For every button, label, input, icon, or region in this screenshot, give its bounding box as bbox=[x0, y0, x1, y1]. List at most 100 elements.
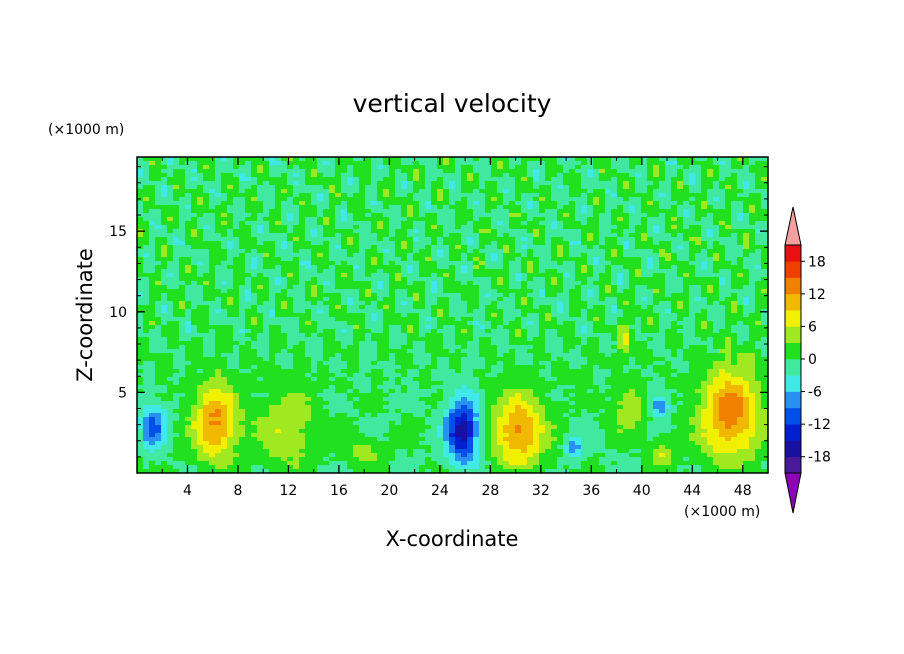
contour-cell bbox=[563, 177, 570, 182]
contour-cell bbox=[149, 305, 156, 310]
contour-cell bbox=[455, 173, 462, 178]
contour-cell bbox=[269, 245, 276, 250]
contour-cell bbox=[383, 293, 390, 298]
contour-cell bbox=[257, 329, 264, 334]
contour-cell bbox=[359, 249, 366, 254]
contour-cell bbox=[431, 197, 438, 202]
contour-cell bbox=[335, 241, 342, 246]
contour-cell bbox=[719, 337, 726, 342]
contour-cell bbox=[155, 209, 162, 214]
contour-cell bbox=[491, 277, 498, 282]
contour-cell bbox=[659, 333, 666, 338]
contour-cell bbox=[275, 209, 282, 214]
contour-cell bbox=[449, 325, 456, 330]
contour-cell bbox=[497, 325, 504, 330]
contour-cell bbox=[725, 237, 732, 242]
contour-cell bbox=[251, 281, 258, 286]
contour-cell bbox=[713, 237, 720, 242]
contour-cell bbox=[683, 309, 690, 314]
contour-cell bbox=[335, 205, 342, 210]
contour-cell bbox=[533, 301, 540, 306]
contour-cell bbox=[719, 249, 726, 254]
contour-cell bbox=[491, 305, 498, 310]
contour-cell bbox=[659, 313, 666, 318]
contour-cell bbox=[365, 265, 372, 270]
contour-cell bbox=[455, 169, 462, 174]
contour-cell bbox=[299, 309, 306, 314]
contour-cell bbox=[401, 189, 408, 194]
contour-cell bbox=[221, 173, 228, 178]
contour-cell bbox=[515, 281, 522, 286]
contour-cell bbox=[359, 265, 366, 270]
contour-cell bbox=[491, 197, 498, 202]
contour-cell bbox=[743, 225, 750, 230]
contour-cell bbox=[557, 225, 564, 230]
contour-cell bbox=[311, 253, 318, 258]
contour-cell bbox=[641, 321, 648, 326]
contour-cell bbox=[653, 329, 660, 334]
contour-cell bbox=[575, 233, 582, 238]
contour-cell bbox=[677, 241, 684, 246]
contour-cell bbox=[545, 281, 552, 286]
contour-cell bbox=[635, 277, 642, 282]
contour-cell bbox=[221, 297, 228, 302]
contour-cell bbox=[275, 301, 282, 306]
contour-cell bbox=[239, 209, 246, 214]
contour-cell bbox=[311, 229, 318, 234]
contour-cell bbox=[359, 201, 366, 206]
contour-cell bbox=[533, 337, 540, 342]
contour-cell bbox=[647, 269, 654, 274]
contour-cell bbox=[155, 185, 162, 190]
contour-cell bbox=[761, 177, 768, 182]
contour-cell bbox=[395, 325, 402, 330]
contour-cell bbox=[689, 329, 696, 334]
contour-cell bbox=[203, 173, 210, 178]
contour-cell bbox=[611, 329, 618, 334]
contour-cell bbox=[269, 341, 276, 346]
contour-cell bbox=[677, 297, 684, 302]
contour-cell bbox=[695, 221, 702, 226]
contour-cell bbox=[239, 185, 246, 190]
contour-cell bbox=[479, 225, 486, 230]
contour-cell bbox=[611, 169, 618, 174]
contour-cell bbox=[221, 177, 228, 182]
contour-cell bbox=[701, 181, 708, 186]
contour-cell bbox=[737, 277, 744, 282]
contour-cell bbox=[683, 193, 690, 198]
contour-cell bbox=[161, 209, 168, 214]
contour-cell bbox=[671, 281, 678, 286]
contour-cell bbox=[233, 173, 240, 178]
contour-cell bbox=[491, 249, 498, 254]
contour-cell bbox=[437, 309, 444, 314]
y-axis-unit: (×1000 m) bbox=[48, 122, 124, 138]
contour-cell bbox=[371, 241, 378, 246]
contour-cell bbox=[701, 225, 708, 230]
contour-cell bbox=[479, 257, 486, 262]
contour-cell bbox=[359, 221, 366, 226]
contour-cell bbox=[521, 161, 528, 166]
contour-cell bbox=[251, 273, 258, 278]
contour-cell bbox=[659, 169, 666, 174]
contour-cell bbox=[593, 193, 600, 198]
contour-cell bbox=[263, 233, 270, 238]
contour-cell bbox=[179, 277, 186, 282]
contour-cell bbox=[263, 173, 270, 178]
contour-cell bbox=[737, 333, 744, 338]
contour-cell bbox=[281, 181, 288, 186]
contour-cell bbox=[329, 249, 336, 254]
contour-cell bbox=[425, 293, 432, 298]
contour-cell bbox=[683, 185, 690, 190]
contour-cell bbox=[293, 161, 300, 166]
contour-cell bbox=[551, 265, 558, 270]
contour-cell bbox=[287, 241, 294, 246]
contour-cell bbox=[437, 241, 444, 246]
contour-cell bbox=[443, 293, 450, 298]
contour-cell bbox=[557, 341, 564, 346]
contour-cell bbox=[443, 261, 450, 266]
contour-cell bbox=[359, 273, 366, 278]
contour-cell bbox=[311, 333, 318, 338]
contour-cell bbox=[179, 157, 186, 162]
contour-cell bbox=[635, 185, 642, 190]
contour-cell bbox=[551, 297, 558, 302]
contour-cell bbox=[671, 161, 678, 166]
